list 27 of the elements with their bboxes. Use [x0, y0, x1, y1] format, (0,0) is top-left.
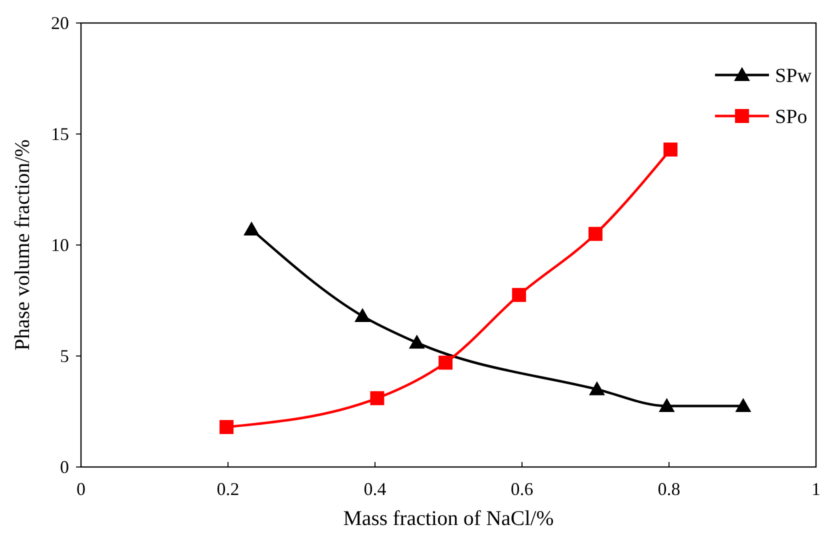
- point: [438, 356, 453, 370]
- point: [658, 398, 675, 412]
- x-axis-title: Mass fraction of NaCl/%: [343, 506, 554, 530]
- point: [663, 142, 678, 157]
- legend-label: SPw: [775, 65, 812, 87]
- x-tick-label: 0.4: [364, 479, 386, 499]
- y-tick-label: 5: [60, 346, 69, 366]
- x-tick-label: 0.2: [216, 479, 240, 499]
- y-tick-label: 0: [60, 457, 69, 477]
- point: [735, 398, 752, 412]
- x-tick-label: 0.6: [510, 479, 534, 499]
- y-tick-label: 15: [51, 124, 69, 144]
- point: [244, 221, 260, 236]
- x-tick-label: 0: [76, 479, 86, 499]
- point: [588, 226, 602, 241]
- point: [512, 288, 526, 302]
- point: [354, 308, 371, 322]
- point: [588, 381, 605, 396]
- y-tick-label: 20: [51, 13, 69, 33]
- point: [408, 334, 425, 349]
- point: [370, 391, 384, 406]
- x-tick-label: 1: [812, 479, 820, 499]
- y-tick-label: 10: [51, 235, 69, 255]
- y-axis-title: Phase volume fraction/%: [10, 139, 34, 351]
- point: [220, 420, 234, 434]
- x-tick-label: 0.8: [658, 479, 680, 499]
- legend-label: SPo: [775, 106, 808, 128]
